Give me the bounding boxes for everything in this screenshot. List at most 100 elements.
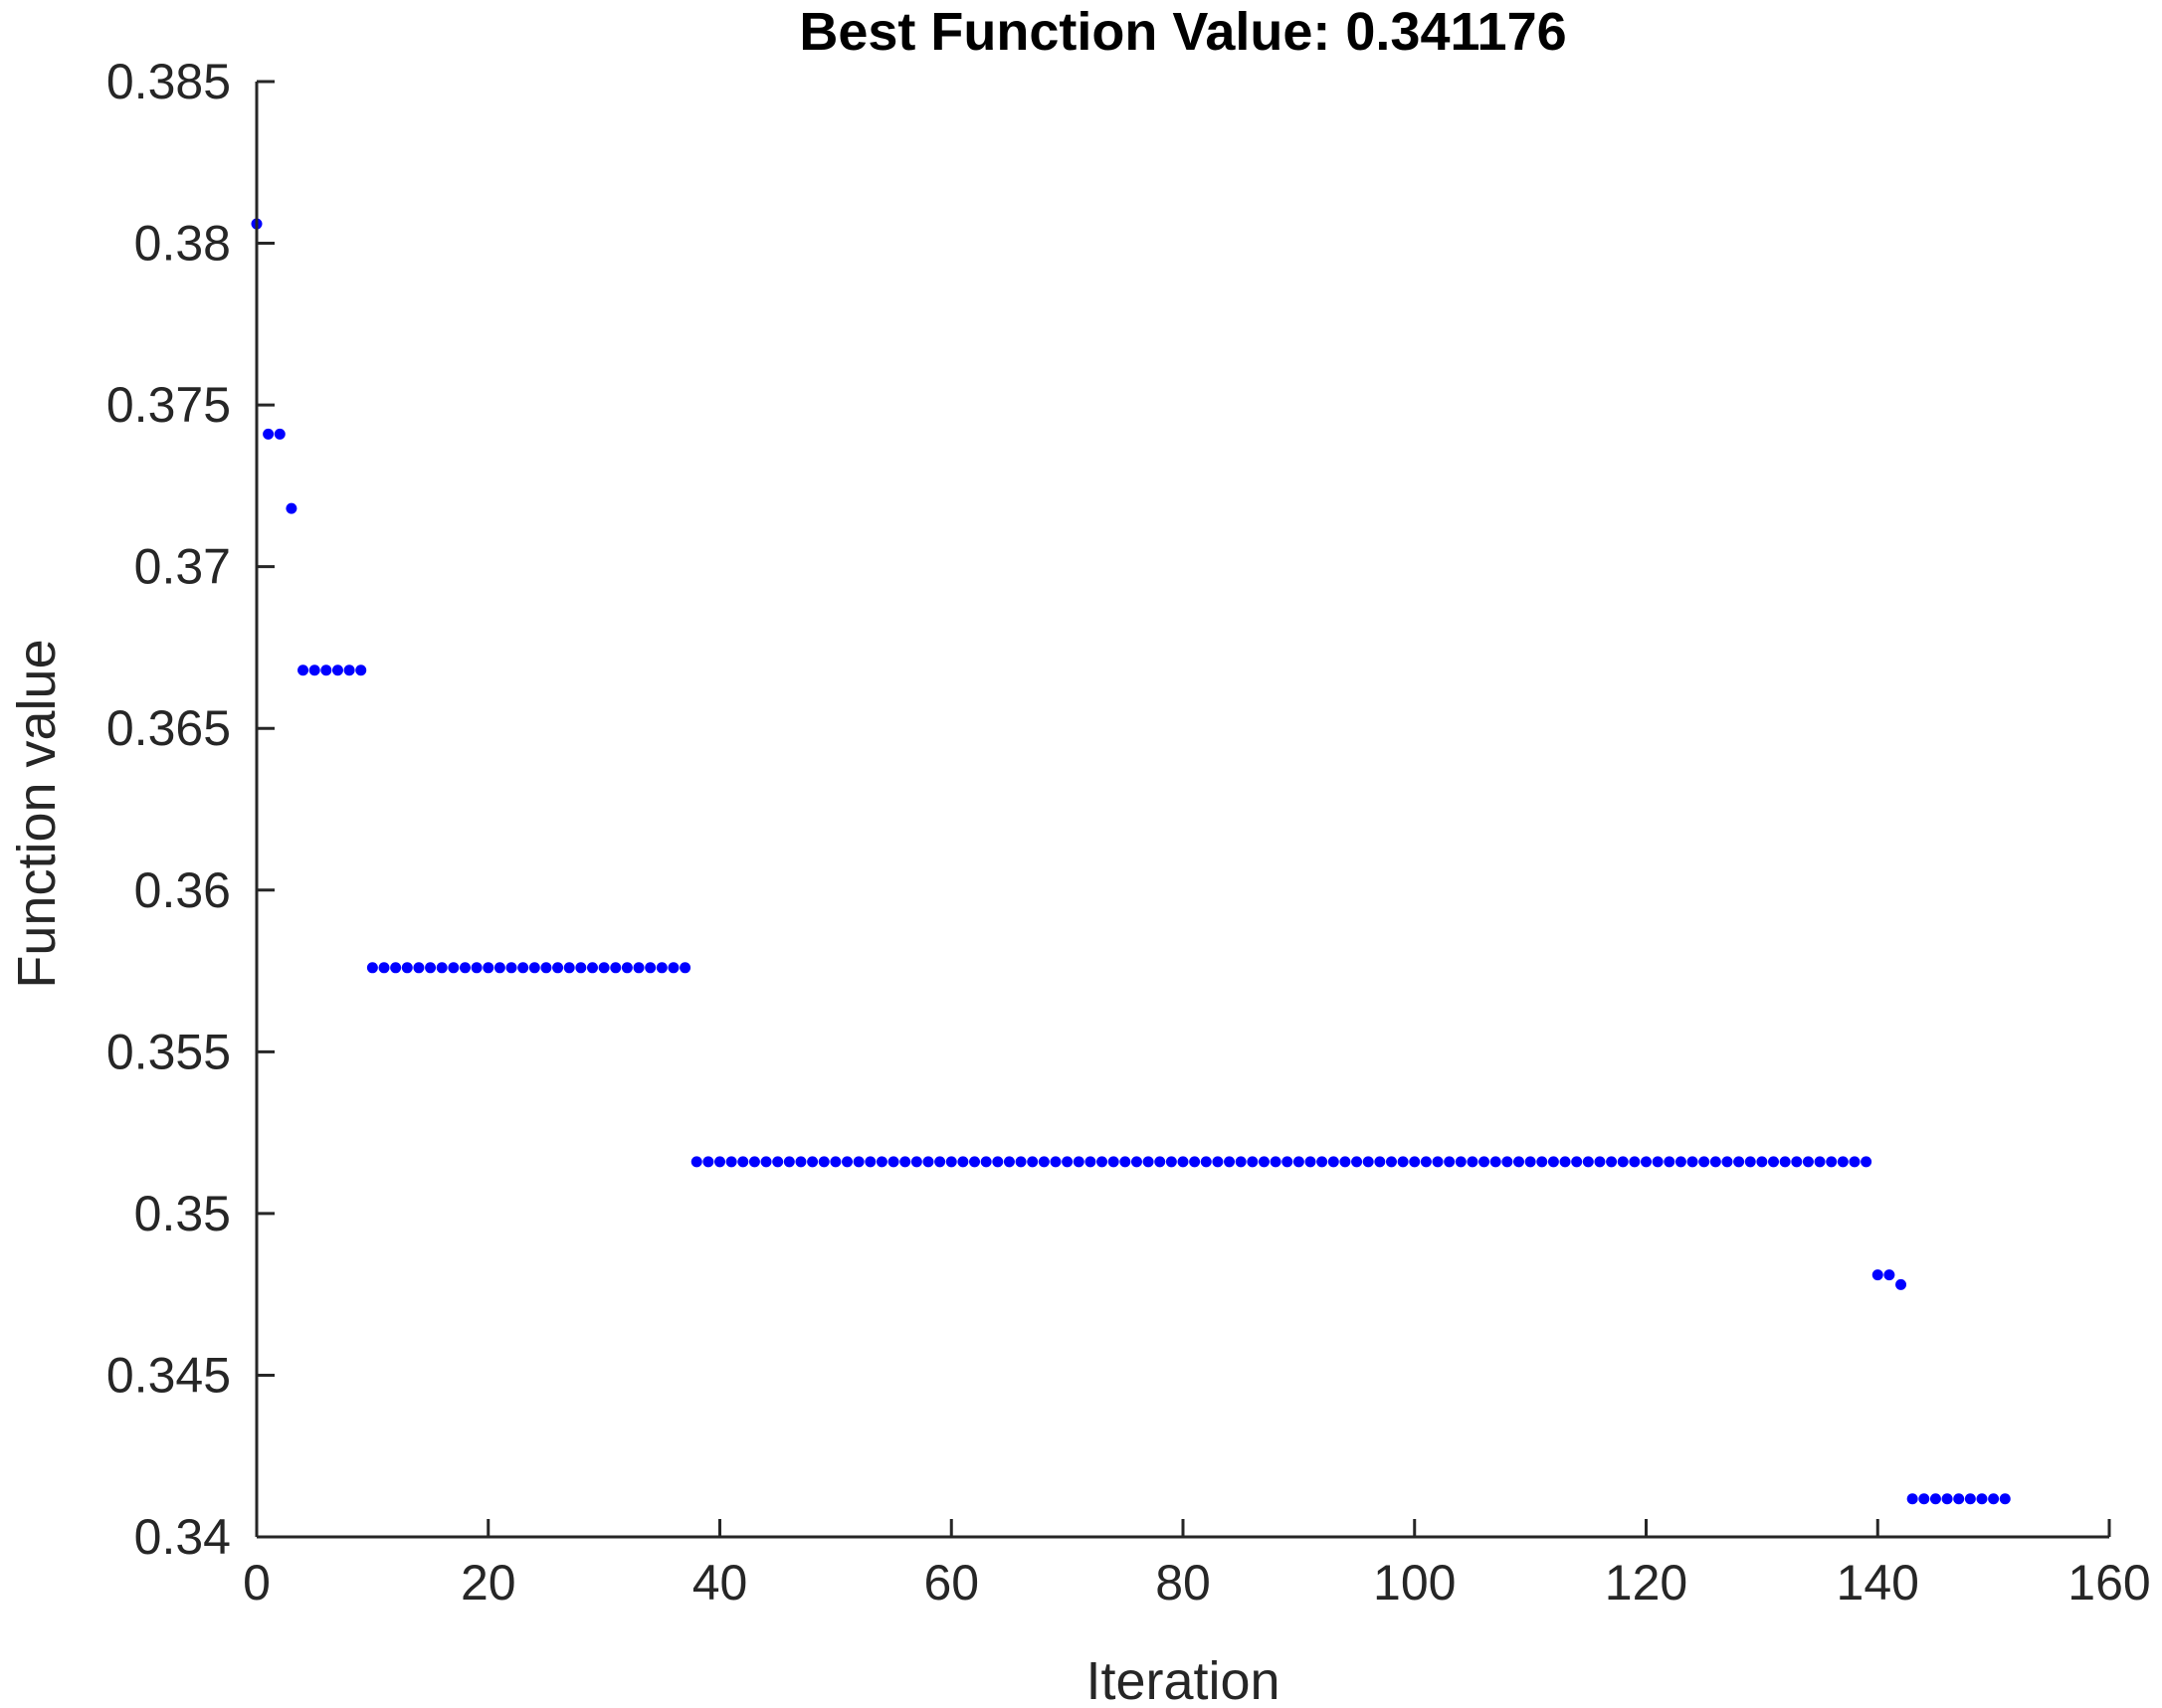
data-point bbox=[1536, 1156, 1548, 1168]
data-point bbox=[680, 962, 691, 974]
data-point bbox=[1721, 1156, 1733, 1168]
data-point bbox=[1501, 1156, 1513, 1168]
data-point bbox=[1733, 1156, 1745, 1168]
y-axis-label: Function value bbox=[7, 639, 67, 988]
data-point bbox=[645, 962, 657, 974]
data-point bbox=[505, 962, 517, 974]
data-point bbox=[1849, 1156, 1861, 1168]
data-point bbox=[598, 962, 610, 974]
data-point bbox=[1652, 1156, 1664, 1168]
data-point bbox=[807, 1156, 819, 1168]
y-tick-label: 0.355 bbox=[106, 1024, 231, 1079]
data-point bbox=[1189, 1156, 1201, 1168]
data-point bbox=[1929, 1493, 1941, 1505]
data-point bbox=[1270, 1156, 1281, 1168]
data-point bbox=[540, 962, 552, 974]
data-point bbox=[471, 962, 483, 974]
data-point bbox=[343, 664, 355, 676]
data-point bbox=[1420, 1156, 1432, 1168]
data-point bbox=[1756, 1156, 1768, 1168]
data-point bbox=[1571, 1156, 1583, 1168]
data-point bbox=[1941, 1493, 1953, 1505]
data-point bbox=[1779, 1156, 1791, 1168]
data-point bbox=[1409, 1156, 1421, 1168]
y-tick-label: 0.37 bbox=[134, 539, 231, 595]
data-point bbox=[459, 962, 471, 974]
data-point bbox=[274, 428, 286, 440]
data-point bbox=[910, 1156, 922, 1168]
data-point bbox=[1073, 1156, 1084, 1168]
data-point bbox=[865, 1156, 877, 1168]
y-ticks: 0.34 0.345 0.35 0.355 0.36 0.365 0.37 0.375 0.38… bbox=[106, 54, 275, 1565]
data-point bbox=[1826, 1156, 1838, 1168]
data-point bbox=[1953, 1493, 1965, 1505]
data-point bbox=[1455, 1156, 1467, 1168]
data-point bbox=[1327, 1156, 1339, 1168]
data-point bbox=[1559, 1156, 1571, 1168]
data-point bbox=[286, 502, 297, 514]
data-point bbox=[1861, 1156, 1872, 1168]
data-point bbox=[1976, 1493, 1988, 1505]
data-point bbox=[1489, 1156, 1501, 1168]
data-point bbox=[1362, 1156, 1374, 1168]
data-point bbox=[1802, 1156, 1814, 1168]
data-point bbox=[1096, 1156, 1108, 1168]
data-point bbox=[1177, 1156, 1189, 1168]
data-point bbox=[1617, 1156, 1629, 1168]
y-tick-label: 0.34 bbox=[134, 1509, 231, 1565]
data-point bbox=[1385, 1156, 1397, 1168]
data-point bbox=[1524, 1156, 1536, 1168]
data-point bbox=[1050, 1156, 1062, 1168]
x-tick-label: 20 bbox=[461, 1555, 516, 1611]
data-point bbox=[563, 962, 575, 974]
data-point bbox=[842, 1156, 854, 1168]
y-tick-label: 0.345 bbox=[106, 1347, 231, 1403]
data-point bbox=[1374, 1156, 1386, 1168]
data-points bbox=[251, 218, 2011, 1505]
data-point bbox=[1999, 1493, 2011, 1505]
data-point bbox=[1316, 1156, 1328, 1168]
data-point bbox=[263, 428, 275, 440]
data-point bbox=[1304, 1156, 1316, 1168]
data-point bbox=[621, 962, 633, 974]
data-point bbox=[1837, 1156, 1849, 1168]
data-point bbox=[760, 1156, 772, 1168]
data-point bbox=[448, 962, 460, 974]
data-point bbox=[957, 1156, 969, 1168]
data-point bbox=[853, 1156, 865, 1168]
data-point bbox=[1918, 1493, 1930, 1505]
data-point bbox=[1674, 1156, 1686, 1168]
data-point bbox=[1629, 1156, 1641, 1168]
data-point bbox=[401, 962, 413, 974]
data-point bbox=[1814, 1156, 1826, 1168]
y-tick-label: 0.365 bbox=[106, 700, 231, 756]
data-point bbox=[1698, 1156, 1710, 1168]
data-point bbox=[1871, 1269, 1883, 1281]
data-point bbox=[610, 962, 622, 974]
data-point bbox=[1224, 1156, 1236, 1168]
data-point bbox=[818, 1156, 830, 1168]
data-point bbox=[436, 962, 448, 974]
data-point bbox=[830, 1156, 842, 1168]
x-tick-label: 0 bbox=[243, 1555, 271, 1611]
data-point bbox=[1791, 1156, 1803, 1168]
data-point bbox=[922, 1156, 934, 1168]
data-point bbox=[668, 962, 680, 974]
data-point bbox=[1130, 1156, 1142, 1168]
data-point bbox=[633, 962, 645, 974]
data-point bbox=[1582, 1156, 1594, 1168]
y-tick-label: 0.385 bbox=[106, 54, 231, 109]
x-tick-label: 140 bbox=[1837, 1555, 1919, 1611]
data-point bbox=[331, 664, 343, 676]
x-ticks: 0 20 40 60 80 100 120 140 160 bbox=[243, 1519, 2151, 1611]
data-point bbox=[1247, 1156, 1259, 1168]
data-point bbox=[1027, 1156, 1039, 1168]
axes bbox=[255, 82, 2109, 1539]
data-point bbox=[1015, 1156, 1027, 1168]
data-point bbox=[1142, 1156, 1154, 1168]
x-tick-label: 40 bbox=[692, 1555, 748, 1611]
data-point bbox=[969, 1156, 981, 1168]
data-point bbox=[355, 664, 367, 676]
data-point bbox=[690, 1156, 702, 1168]
